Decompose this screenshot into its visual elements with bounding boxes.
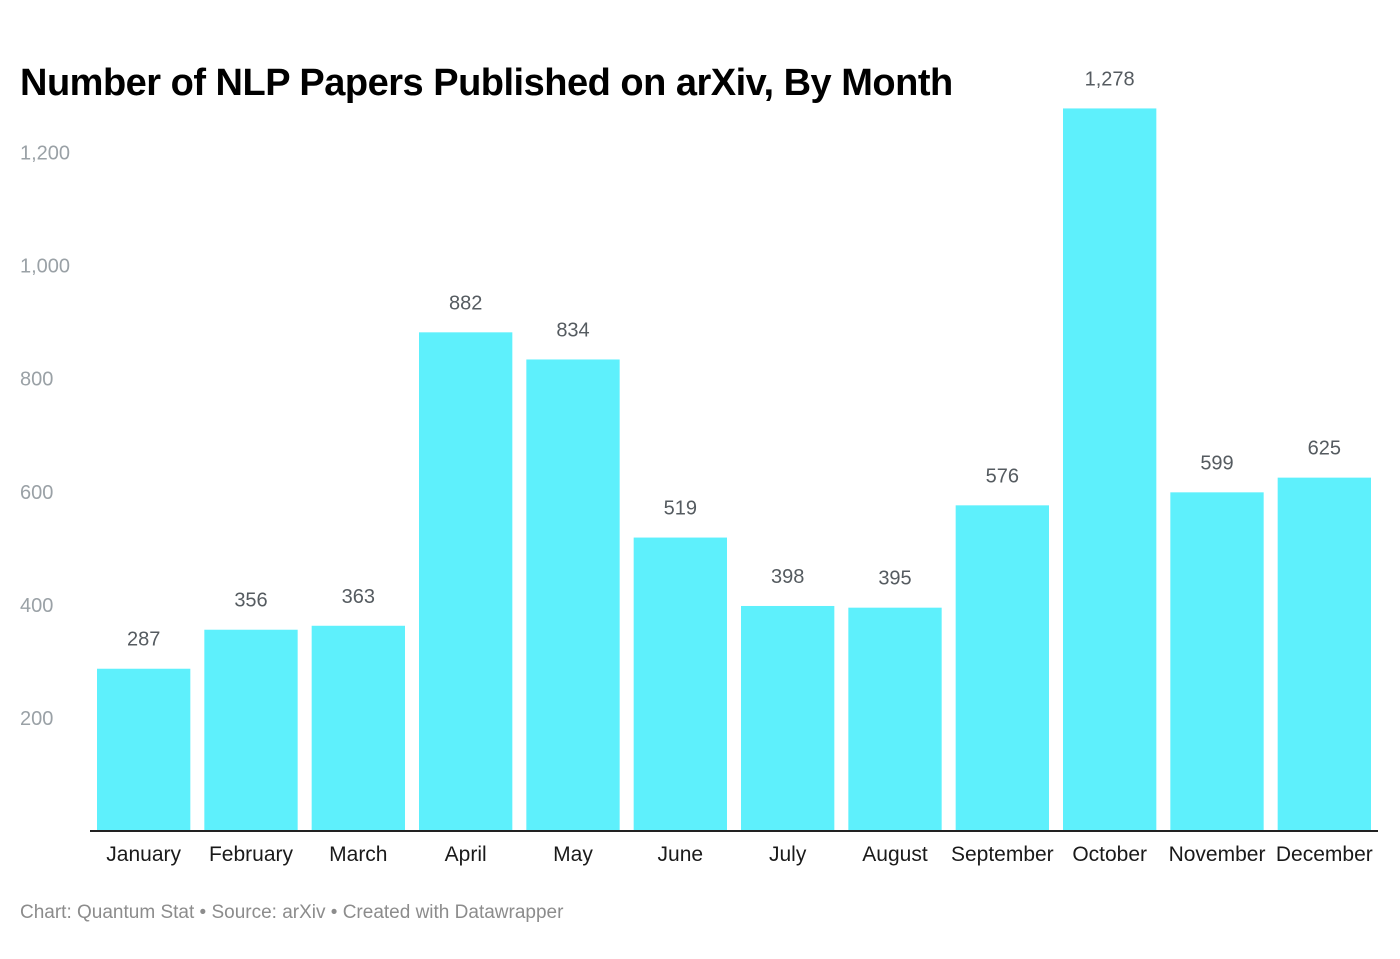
bar-value-label: 363 xyxy=(342,586,375,608)
bar-december xyxy=(1277,477,1371,831)
x-tick-label: May xyxy=(553,843,593,866)
chart-title: Number of NLP Papers Published on arXiv,… xyxy=(20,62,953,104)
bar-september xyxy=(955,505,1049,831)
x-tick-label: February xyxy=(209,843,294,866)
x-tick-label: April xyxy=(445,843,487,866)
x-tick-label: November xyxy=(1169,843,1266,866)
y-tick-label: 800 xyxy=(20,369,53,391)
x-tick-label: July xyxy=(769,843,807,866)
x-tick-label: August xyxy=(862,843,928,866)
x-tick-label: December xyxy=(1276,843,1373,866)
bar-value-label: 1,278 xyxy=(1085,68,1135,90)
chart-footer: Chart: Quantum Stat • Source: arXiv • Cr… xyxy=(20,902,564,923)
bar-july xyxy=(741,605,835,831)
bar-june xyxy=(633,537,727,831)
bars xyxy=(97,108,1371,831)
y-tick-label: 1,000 xyxy=(20,256,70,278)
bar-value-label: 625 xyxy=(1308,438,1341,460)
y-tick-label: 400 xyxy=(20,595,53,617)
bar-value-label: 834 xyxy=(556,319,589,341)
y-tick-label: 1,200 xyxy=(20,143,70,165)
x-axis-category-labels: January February March April May June July Augu… xyxy=(106,843,1372,866)
bar-value-label: 356 xyxy=(234,590,267,612)
y-axis-ticks: 200 400 600 800 1,000 1,200 xyxy=(20,143,70,730)
x-tick-label: September xyxy=(951,843,1054,866)
bar-value-labels: 287 356 363 882 834 519 398 395 576 1,278 599 625 xyxy=(127,68,1341,650)
bar-value-label: 395 xyxy=(878,568,911,590)
bar-value-label: 882 xyxy=(449,292,482,314)
bar-april xyxy=(419,332,513,831)
bar-august xyxy=(848,607,942,831)
bar-value-label: 576 xyxy=(986,465,1019,487)
y-tick-label: 200 xyxy=(20,708,53,730)
bar-october xyxy=(1063,108,1157,831)
y-tick-label: 600 xyxy=(20,482,53,504)
bar-november xyxy=(1170,492,1264,831)
x-tick-label: March xyxy=(329,843,387,866)
bar-value-label: 599 xyxy=(1200,452,1233,474)
bar-value-label: 398 xyxy=(771,566,804,588)
bar-value-label: 287 xyxy=(127,629,160,651)
bar-may xyxy=(526,359,620,831)
x-tick-label: October xyxy=(1072,843,1147,866)
bar-february xyxy=(204,629,298,831)
bar-january xyxy=(97,668,191,831)
x-tick-label: June xyxy=(658,843,704,866)
x-tick-label: January xyxy=(106,843,181,866)
bar-value-label: 519 xyxy=(664,498,697,520)
bar-march xyxy=(311,625,405,831)
